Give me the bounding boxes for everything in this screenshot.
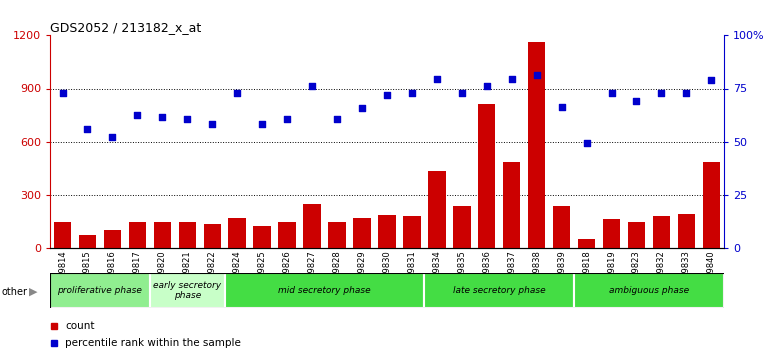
Bar <box>353 218 370 248</box>
Bar <box>50 273 150 308</box>
Bar <box>424 273 574 308</box>
Bar <box>603 218 621 248</box>
Point <box>231 90 243 96</box>
Bar <box>478 104 495 248</box>
Bar <box>328 222 346 248</box>
Bar <box>553 206 571 248</box>
Bar <box>453 206 470 248</box>
Point <box>680 90 692 96</box>
Point <box>156 114 169 120</box>
Text: mid secretory phase: mid secretory phase <box>278 286 371 295</box>
Point <box>82 126 94 132</box>
Text: ambiguous phase: ambiguous phase <box>609 286 689 295</box>
Bar <box>54 222 72 248</box>
Point <box>705 77 718 83</box>
Text: other: other <box>2 287 28 297</box>
Bar <box>153 222 171 248</box>
Point <box>381 92 393 97</box>
Bar <box>229 218 246 248</box>
Point <box>181 116 193 122</box>
Point <box>581 141 593 146</box>
Point <box>480 83 493 89</box>
Bar <box>129 222 146 248</box>
Point <box>456 90 468 96</box>
Point <box>555 104 567 109</box>
Text: GDS2052 / 213182_x_at: GDS2052 / 213182_x_at <box>50 21 201 34</box>
Bar <box>428 171 446 248</box>
Bar <box>79 235 96 248</box>
Bar <box>628 222 645 248</box>
Bar <box>104 230 121 248</box>
Text: late secretory phase: late secretory phase <box>453 286 545 295</box>
Point <box>506 76 518 81</box>
Point <box>281 116 293 122</box>
Bar <box>203 224 221 248</box>
Bar <box>225 273 424 308</box>
Point <box>131 113 143 118</box>
Bar <box>503 162 521 248</box>
Text: ▶: ▶ <box>29 287 38 297</box>
Point <box>531 73 543 78</box>
Point <box>206 121 219 127</box>
Point <box>605 90 618 96</box>
Point <box>56 90 69 96</box>
Text: early secretory
phase: early secretory phase <box>153 281 221 300</box>
Point <box>356 105 368 111</box>
Bar <box>253 226 271 248</box>
Point <box>306 83 318 89</box>
Bar <box>403 216 420 248</box>
Bar <box>303 204 321 248</box>
Bar <box>678 214 695 248</box>
Text: proliferative phase: proliferative phase <box>58 286 142 295</box>
Point <box>655 90 668 96</box>
Bar <box>378 215 396 248</box>
Text: count: count <box>65 321 95 331</box>
Bar <box>279 222 296 248</box>
Bar <box>150 273 225 308</box>
Point <box>430 76 443 81</box>
Bar <box>574 273 724 308</box>
Bar <box>653 216 670 248</box>
Point <box>256 121 268 127</box>
Bar <box>179 222 196 248</box>
Point <box>106 135 119 140</box>
Point <box>331 116 343 122</box>
Bar <box>528 42 545 248</box>
Bar <box>702 162 720 248</box>
Point <box>406 90 418 96</box>
Text: percentile rank within the sample: percentile rank within the sample <box>65 338 241 348</box>
Point <box>631 98 643 104</box>
Bar <box>578 239 595 248</box>
